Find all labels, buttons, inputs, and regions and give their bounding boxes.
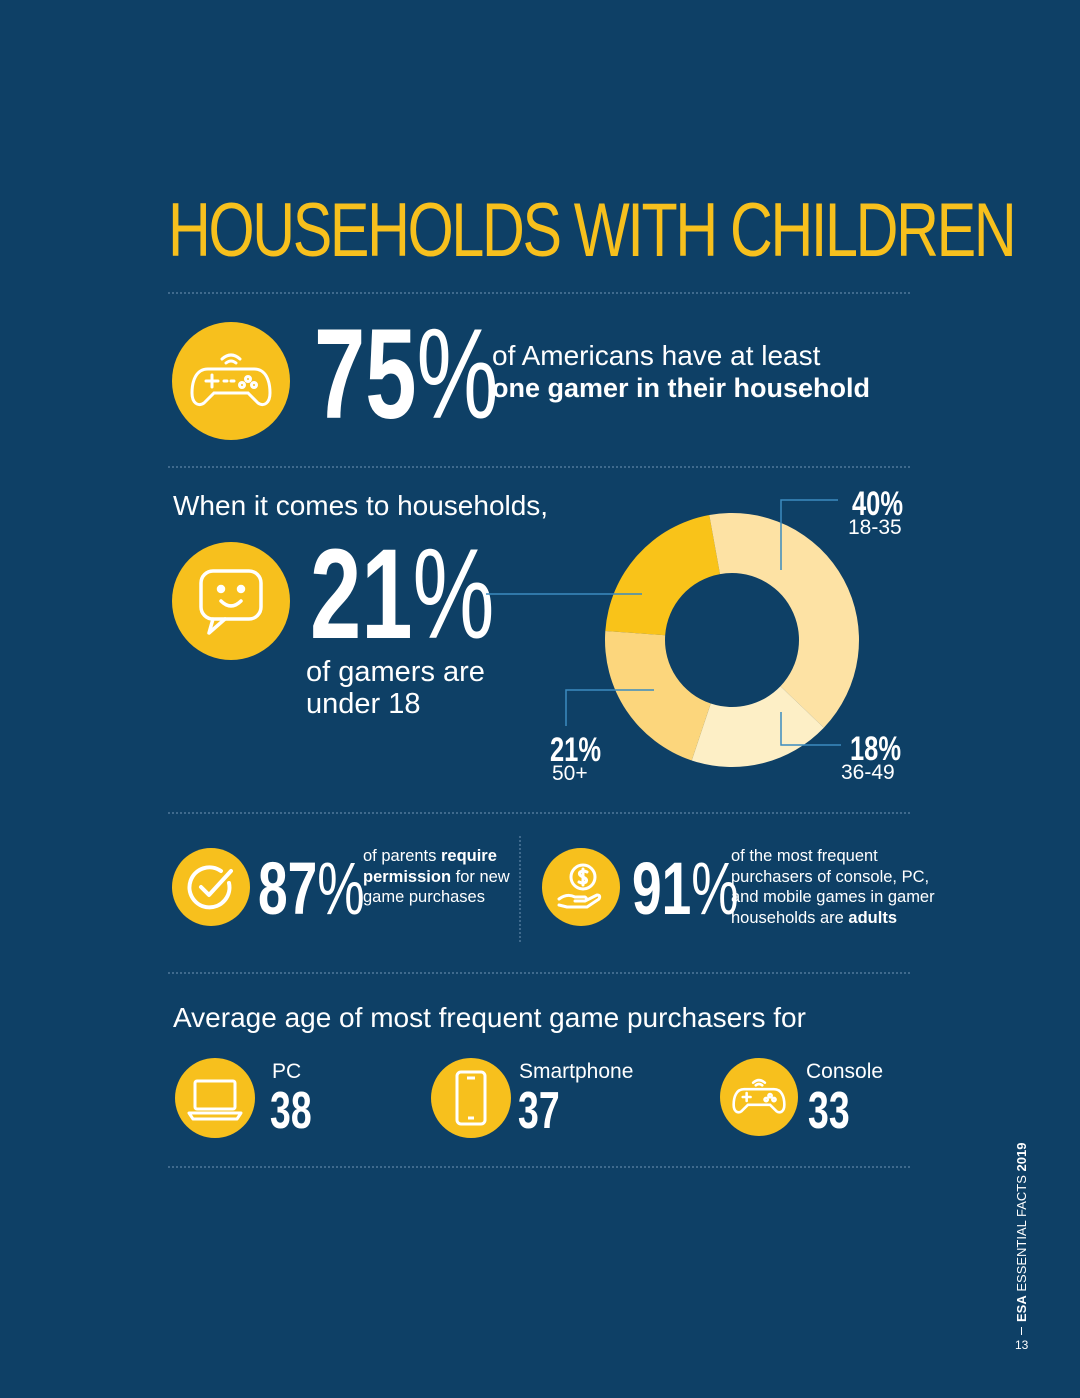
smartphone-icon [431,1058,511,1138]
leader-line-36-49 [780,712,841,746]
stat-87-number: 87% [258,847,365,930]
stat-87-text-pre: of parents [363,847,441,865]
page-number: 13 [1015,1338,1029,1352]
stat-91-text-bold: adults [848,908,898,927]
donut-slice-50- [605,630,711,761]
stat-87-text-post: for new game purchases [363,867,510,907]
footer-brand: ESA [1014,1295,1029,1322]
stat-21-text: of gamers are under 18 [306,656,485,720]
divider [168,466,910,468]
check-circle-icon [172,848,250,926]
stat-75-text: of Americans have at least one gamer in … [492,340,870,404]
divider [168,292,910,294]
avg-console-value: 33 [808,1082,850,1140]
divider [168,812,910,814]
footer-divider [1021,1327,1022,1335]
footer-text: ESSENTIAL FACTS [1014,1175,1029,1292]
households-intro: When it comes to households, [173,490,549,521]
stat-21-number: 21% [310,523,495,666]
slice-label-18-35-pct: 40% [852,485,904,523]
donut-slice-under-18 [605,515,721,636]
stat-91-text: of the most frequent purchasers of conso… [731,846,936,928]
donut-slice-18-35 [709,513,859,728]
stat-75-line1: of Americans have at least [492,340,821,371]
stat-91-text-pre: of the most frequent purchasers of conso… [731,847,935,927]
footer-publication: ESA ESSENTIAL FACTS 2019 [1014,1143,1029,1322]
leader-line-18-35 [780,499,838,570]
laptop-icon [175,1058,255,1138]
stat-75-number: 75% [314,303,499,446]
avg-smartphone-label: Smartphone [519,1060,634,1083]
avg-pc-label: PC [272,1060,302,1083]
leader-line-50-plus [565,689,654,726]
vertical-divider [519,836,521,942]
slice-label-50-plus: 50+ [552,762,588,785]
stat-21-line1: of gamers are [306,656,485,688]
donut-chart [486,499,859,767]
money-hand-icon [542,848,620,926]
avg-console-label: Console [806,1060,884,1083]
stat-91-number: 91% [632,847,739,930]
slice-label-50-plus-pct: 21% [550,731,602,769]
donut-slices [605,513,859,767]
stat-75-line2: one gamer in their household [492,373,871,403]
gamepad-icon [172,322,290,440]
donut-slice-36-49 [691,686,824,767]
avg-age-title: Average age of most frequent game purcha… [173,1002,806,1033]
chat-smile-icon [172,542,290,660]
slice-label-36-49-pct: 18% [850,730,902,768]
stat-87-text: of parents require permission for new ga… [363,846,513,908]
slice-label-18-35: 18-35 [848,516,902,539]
divider [168,1166,910,1168]
divider [168,972,910,974]
stat-21-line2: under 18 [306,688,421,720]
stat-87-text-bold: require permission [363,847,497,886]
avg-pc-value: 38 [270,1082,312,1140]
avg-smartphone-value: 37 [518,1082,560,1140]
gamepad-icon [720,1058,798,1136]
footer-year: 2019 [1014,1142,1029,1172]
slice-label-36-49: 36-49 [841,761,895,784]
